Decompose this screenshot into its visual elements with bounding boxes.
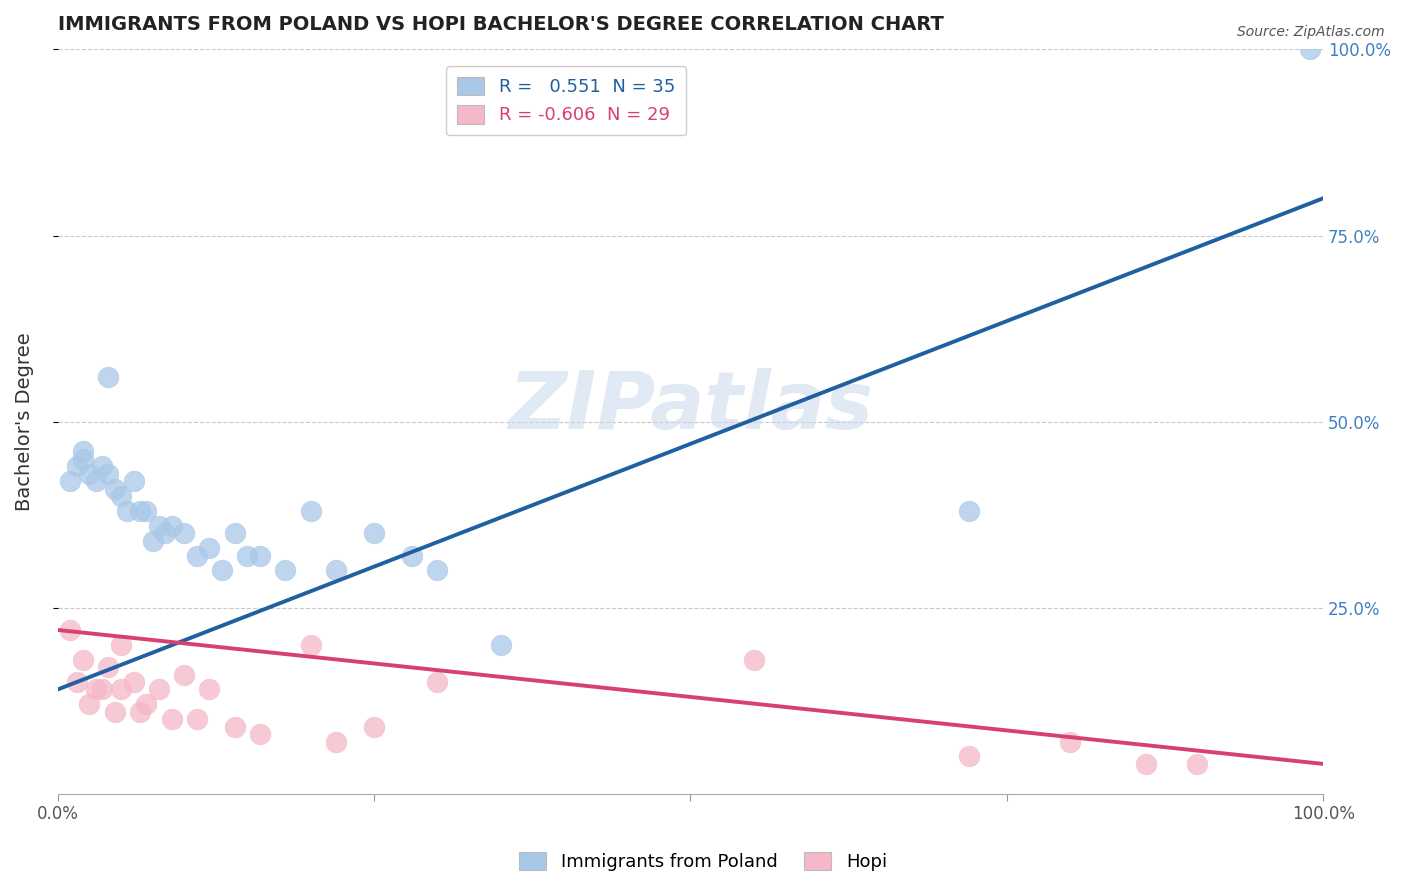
Point	[363, 720, 385, 734]
Point	[84, 474, 107, 488]
Point	[103, 705, 125, 719]
Point	[198, 682, 221, 697]
Point	[224, 526, 246, 541]
Point	[1299, 42, 1322, 56]
Point	[249, 549, 271, 563]
Point	[173, 526, 195, 541]
Point	[77, 467, 100, 481]
Point	[97, 370, 120, 384]
Point	[224, 720, 246, 734]
Point	[957, 749, 980, 764]
Legend: R =   0.551  N = 35, R = -0.606  N = 29: R = 0.551 N = 35, R = -0.606 N = 29	[446, 66, 686, 136]
Point	[97, 660, 120, 674]
Point	[72, 444, 94, 458]
Point	[426, 563, 449, 577]
Point	[1185, 756, 1208, 771]
Point	[325, 563, 347, 577]
Point	[236, 549, 259, 563]
Point	[110, 638, 132, 652]
Point	[249, 727, 271, 741]
Point	[1059, 734, 1081, 748]
Point	[299, 504, 322, 518]
Text: Source: ZipAtlas.com: Source: ZipAtlas.com	[1237, 25, 1385, 39]
Legend: Immigrants from Poland, Hopi: Immigrants from Poland, Hopi	[512, 845, 894, 879]
Point	[72, 451, 94, 466]
Point	[148, 682, 170, 697]
Point	[186, 549, 208, 563]
Point	[90, 459, 112, 474]
Point	[90, 682, 112, 697]
Point	[135, 698, 157, 712]
Point	[141, 533, 163, 548]
Point	[153, 526, 176, 541]
Point	[84, 682, 107, 697]
Point	[128, 504, 150, 518]
Y-axis label: Bachelor's Degree: Bachelor's Degree	[15, 332, 34, 511]
Point	[103, 482, 125, 496]
Point	[325, 734, 347, 748]
Point	[211, 563, 233, 577]
Point	[426, 675, 449, 690]
Point	[173, 667, 195, 681]
Point	[128, 705, 150, 719]
Point	[59, 623, 82, 637]
Point	[72, 653, 94, 667]
Point	[77, 698, 100, 712]
Point	[299, 638, 322, 652]
Point	[122, 474, 145, 488]
Point	[401, 549, 423, 563]
Point	[957, 504, 980, 518]
Text: IMMIGRANTS FROM POLAND VS HOPI BACHELOR'S DEGREE CORRELATION CHART: IMMIGRANTS FROM POLAND VS HOPI BACHELOR'…	[58, 15, 943, 34]
Point	[110, 682, 132, 697]
Point	[198, 541, 221, 555]
Point	[65, 459, 87, 474]
Point	[363, 526, 385, 541]
Point	[274, 563, 297, 577]
Point	[186, 712, 208, 726]
Text: ZIPatlas: ZIPatlas	[508, 368, 873, 446]
Point	[135, 504, 157, 518]
Point	[110, 489, 132, 503]
Point	[97, 467, 120, 481]
Point	[160, 712, 183, 726]
Point	[489, 638, 512, 652]
Point	[1135, 756, 1157, 771]
Point	[160, 518, 183, 533]
Point	[742, 653, 765, 667]
Point	[59, 474, 82, 488]
Point	[65, 675, 87, 690]
Point	[148, 518, 170, 533]
Point	[115, 504, 138, 518]
Point	[122, 675, 145, 690]
